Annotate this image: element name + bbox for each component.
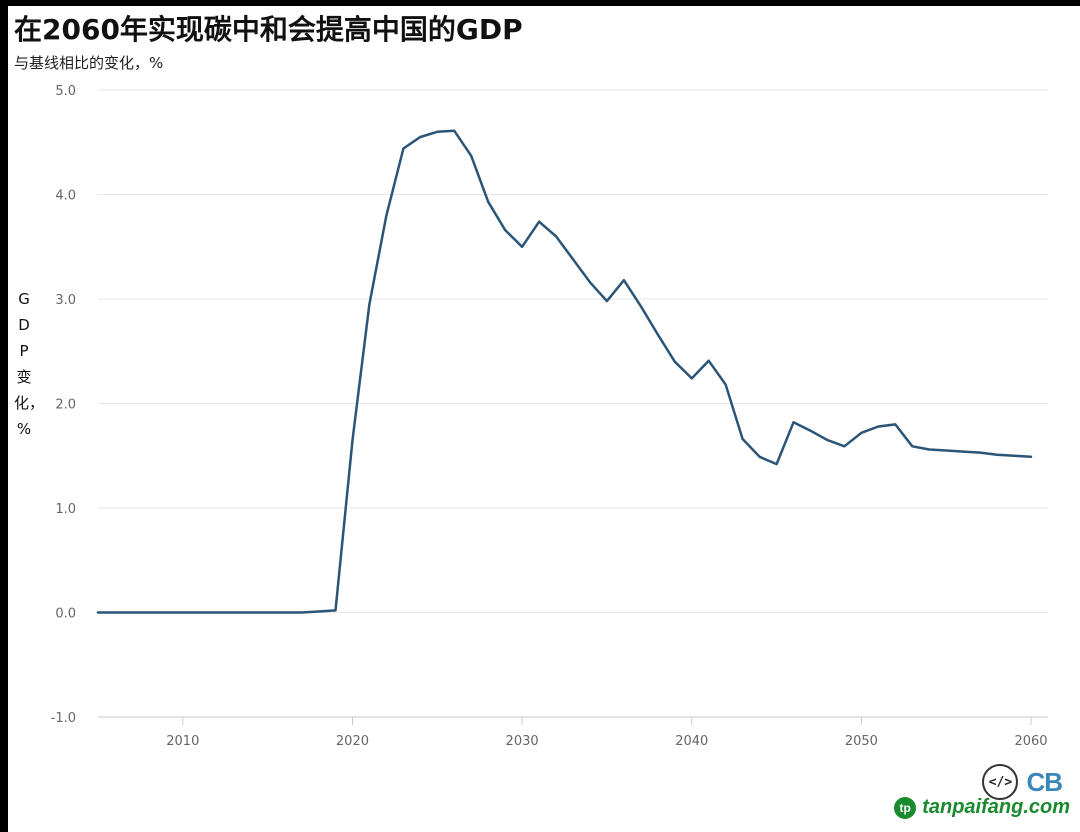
y-tick-label: 3.0 [55,293,76,308]
embed-code-icon[interactable]: </> [982,764,1019,800]
x-tick-label: 2060 [1014,734,1047,749]
x-tick-label: 2020 [336,734,369,749]
x-tick-label: 2030 [506,734,539,749]
watermark: tp tanpaifang.com [894,796,1070,819]
chart-title: 在2060年实现碳中和会提高中国的GDP [14,13,523,46]
x-tick-label: 2010 [166,734,199,749]
carbon-brief-logo: CB [1026,766,1063,797]
x-tick-label: 2040 [675,734,708,749]
chart-subtitle: 与基线相比的变化，% [14,54,164,72]
x-tick-label: 2050 [845,734,878,749]
chart-frame [8,6,1080,832]
y-tick-label: 4.0 [55,189,76,204]
y-tick-label: 5.0 [55,84,76,99]
brand-badges: </> CB [982,764,1063,800]
series-line [96,129,1033,614]
y-tick-label: 1.0 [55,502,76,517]
leaf-logo-icon: tp [894,796,917,819]
y-tick-label: 2.0 [55,398,76,413]
watermark-text: tanpaifang.com [922,796,1070,818]
y-tick-label: -1.0 [51,711,76,726]
y-tick-label: 0.0 [55,607,76,622]
